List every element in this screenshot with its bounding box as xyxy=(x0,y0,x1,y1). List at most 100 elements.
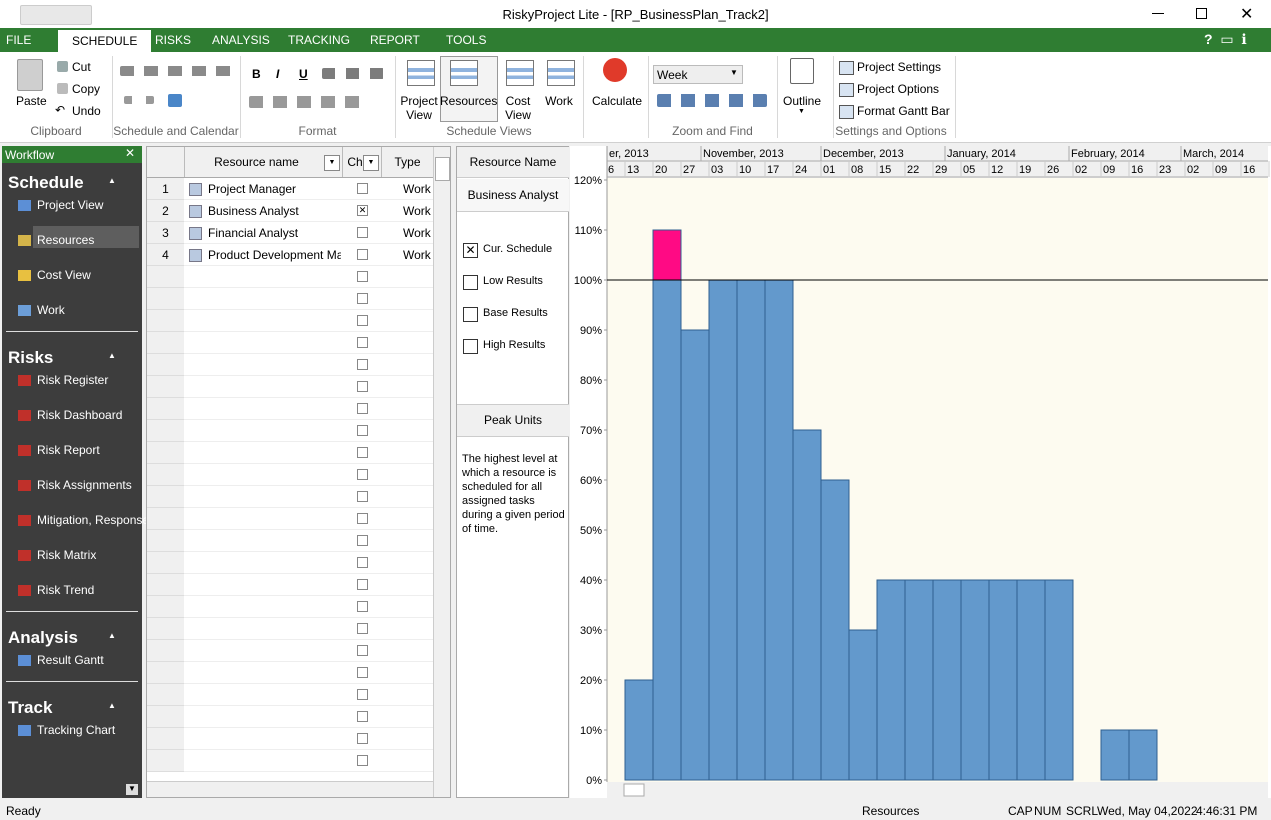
legend-option[interactable]: Cur. Schedule xyxy=(483,243,553,255)
view-button[interactable]: Resources xyxy=(440,94,498,108)
outline-button[interactable]: Outline xyxy=(783,94,822,108)
paste-button[interactable]: Paste xyxy=(16,94,47,108)
ribbon-tab[interactable]: TRACKING xyxy=(288,33,351,47)
legend-option[interactable]: Low Results xyxy=(483,275,543,287)
maximize-button[interactable] xyxy=(1196,8,1207,19)
section-collapse[interactable]: ▲ xyxy=(108,351,116,360)
chart-checkbox[interactable] xyxy=(357,249,368,260)
chart-checkbox[interactable] xyxy=(357,403,368,414)
workflow-section-title[interactable]: Risks xyxy=(8,348,54,367)
resource-name[interactable]: Project Manager xyxy=(208,182,297,196)
chart-checkbox[interactable] xyxy=(357,271,368,282)
help-icons[interactable]: ? ▭ ℹ xyxy=(1204,31,1247,47)
chart-checkbox[interactable] xyxy=(357,183,368,194)
workflow-close[interactable]: ✕ xyxy=(125,146,136,160)
chart-checkbox[interactable]: ✕ xyxy=(357,205,368,216)
workflow-item[interactable]: Risk Trend xyxy=(37,583,95,597)
nav-arrows[interactable] xyxy=(124,96,154,104)
ribbon-tab[interactable]: RISKS xyxy=(155,33,192,47)
horizontal-scrollbar[interactable] xyxy=(147,781,433,797)
workflow-item[interactable]: Resources xyxy=(37,233,95,247)
column-header[interactable]: Type xyxy=(381,147,433,177)
close-button[interactable]: ✕ xyxy=(1240,6,1254,23)
chart-checkbox[interactable] xyxy=(357,667,368,678)
section-collapse[interactable]: ▲ xyxy=(108,701,116,710)
settings-button[interactable]: Format Gantt Bar xyxy=(857,104,950,118)
workflow-item[interactable]: Risk Report xyxy=(37,443,100,457)
scrollbar-thumb[interactable] xyxy=(435,157,450,181)
view-icon[interactable] xyxy=(407,60,435,86)
ribbon-tab[interactable]: TOOLS xyxy=(446,33,487,47)
chart-checkbox[interactable] xyxy=(357,513,368,524)
chart-checkbox[interactable] xyxy=(357,711,368,722)
workflow-section-title[interactable]: Schedule xyxy=(8,173,84,192)
legend-option[interactable]: High Results xyxy=(483,339,546,351)
chart-checkbox[interactable] xyxy=(357,733,368,744)
ribbon-tab[interactable]: SCHEDULE xyxy=(58,30,152,52)
chart-checkbox[interactable] xyxy=(357,337,368,348)
workflow-section-title[interactable]: Track xyxy=(8,698,53,717)
resource-name[interactable]: Financial Analyst xyxy=(208,226,299,240)
calculate-button[interactable]: Calculate xyxy=(592,94,643,108)
chart-checkbox[interactable] xyxy=(357,535,368,546)
chart-checkbox[interactable] xyxy=(357,469,368,480)
settings-button[interactable]: Project Settings xyxy=(857,60,942,74)
chart-checkbox[interactable] xyxy=(357,645,368,656)
vertical-scrollbar[interactable] xyxy=(433,147,450,797)
chart-checkbox[interactable] xyxy=(357,293,368,304)
view-button[interactable]: Project View xyxy=(400,94,438,122)
workflow-scroll-button[interactable]: ▼ xyxy=(126,784,138,795)
outline-icon[interactable] xyxy=(790,58,814,84)
legend-checkbox[interactable] xyxy=(463,307,478,322)
ribbon-tab[interactable]: REPORT xyxy=(370,33,420,47)
section-collapse[interactable]: ▲ xyxy=(108,631,116,640)
workflow-item[interactable]: Risk Dashboard xyxy=(37,408,123,422)
horizontal-scrollbar[interactable] xyxy=(607,782,1268,798)
view-icon[interactable] xyxy=(450,60,478,86)
settings-button[interactable]: Project Options xyxy=(857,82,940,96)
underline-button[interactable]: U xyxy=(299,67,308,81)
paste-icon[interactable] xyxy=(17,59,43,91)
filter-dropdown[interactable]: ▼ xyxy=(363,155,379,171)
scrollbar-thumb[interactable] xyxy=(623,783,645,797)
chart-checkbox[interactable] xyxy=(357,601,368,612)
column-header[interactable]: Resource name xyxy=(184,147,342,177)
calendar-icon[interactable] xyxy=(168,94,182,107)
copy-button[interactable]: Copy xyxy=(72,82,101,96)
chart-checkbox[interactable] xyxy=(357,315,368,326)
workflow-item[interactable]: Work xyxy=(37,303,65,317)
calculate-icon[interactable] xyxy=(603,58,627,82)
workflow-item[interactable]: Risk Register xyxy=(37,373,109,387)
minimize-button[interactable] xyxy=(1152,13,1164,14)
chart-checkbox[interactable] xyxy=(357,689,368,700)
legend-checkbox[interactable]: ✕ xyxy=(463,243,478,258)
workflow-section-title[interactable]: Analysis xyxy=(8,628,78,647)
chart-checkbox[interactable] xyxy=(357,755,368,766)
ribbon-tab[interactable]: FILE xyxy=(6,33,32,47)
resource-name[interactable]: Product Development Mana xyxy=(208,248,341,262)
legend-option[interactable]: Base Results xyxy=(483,307,548,319)
workflow-item[interactable]: Cost View xyxy=(37,268,91,282)
chart-checkbox[interactable] xyxy=(357,381,368,392)
view-button[interactable]: Work xyxy=(545,94,573,108)
view-icon[interactable] xyxy=(547,60,575,86)
chart-checkbox[interactable] xyxy=(357,491,368,502)
workflow-item[interactable]: Project View xyxy=(37,198,104,212)
chart-checkbox[interactable] xyxy=(357,425,368,436)
zoom-tools[interactable] xyxy=(657,94,767,107)
undo-button[interactable]: Undo xyxy=(72,104,101,118)
italic-button[interactable]: I xyxy=(276,67,280,81)
view-icon[interactable] xyxy=(506,60,534,86)
legend-checkbox[interactable] xyxy=(463,275,478,290)
cut-button[interactable]: Cut xyxy=(72,60,91,74)
schedule-tools[interactable] xyxy=(120,66,232,76)
chart-checkbox[interactable] xyxy=(357,557,368,568)
chart-checkbox[interactable] xyxy=(357,579,368,590)
quick-access-toolbar[interactable] xyxy=(20,5,92,25)
chart-checkbox[interactable] xyxy=(357,447,368,458)
legend-checkbox[interactable] xyxy=(463,339,478,354)
chart-checkbox[interactable] xyxy=(357,623,368,634)
chart-checkbox[interactable] xyxy=(357,359,368,370)
workflow-item[interactable]: Risk Assignments xyxy=(37,478,132,492)
column-header[interactable]: Ch xyxy=(342,147,381,177)
